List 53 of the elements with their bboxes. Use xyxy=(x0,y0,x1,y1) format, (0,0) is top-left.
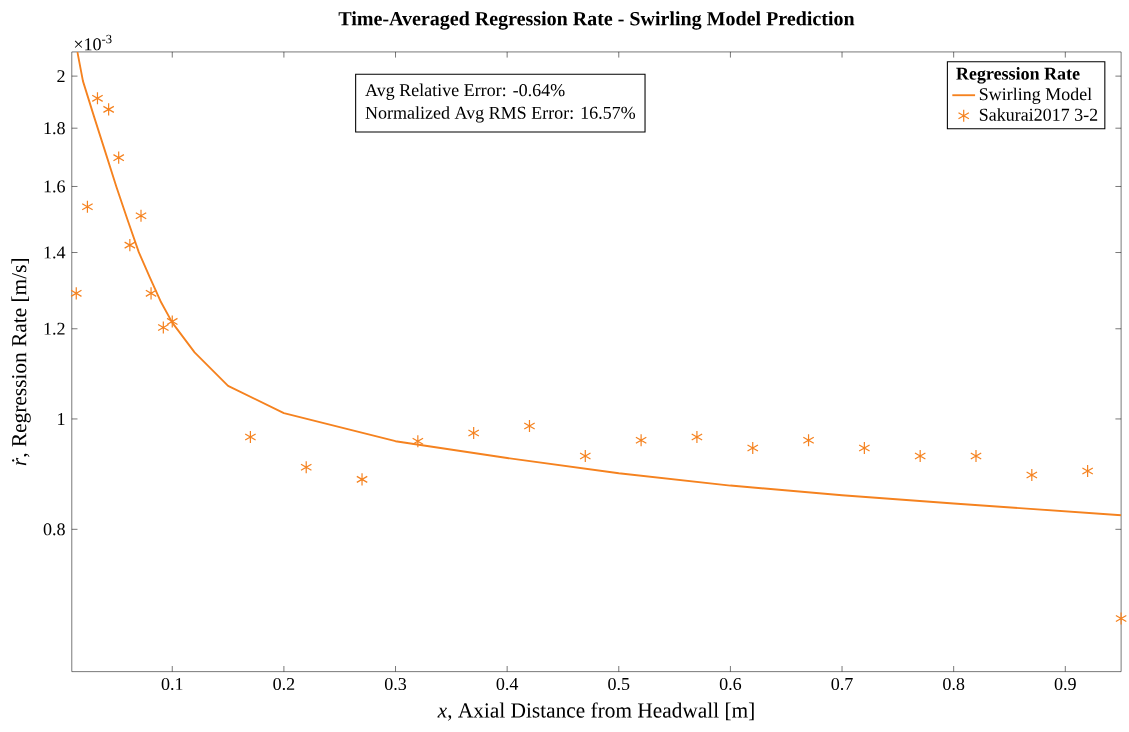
point xyxy=(1115,611,1127,626)
x-axis-title: x, Axial Distance from Headwall [m] xyxy=(437,702,754,721)
point xyxy=(70,286,83,300)
annotation: Normalized Avg RMS Error: 16.57% xyxy=(365,106,636,123)
point xyxy=(145,286,157,300)
x-tick-label: 0.6 xyxy=(719,677,742,691)
x-tick-label: 0.8 xyxy=(943,677,965,691)
x-tick-label: 0.2 xyxy=(273,677,295,691)
point xyxy=(412,434,424,448)
point xyxy=(1025,468,1038,482)
point xyxy=(579,449,592,463)
x-tick-label: 0.3 xyxy=(384,677,407,691)
point xyxy=(157,320,170,335)
legend-label: Swirling Model xyxy=(979,87,1092,104)
point xyxy=(102,102,115,116)
point xyxy=(1081,464,1094,478)
point xyxy=(135,209,147,223)
point xyxy=(91,91,104,105)
legend-title: Regression Rate xyxy=(956,67,1080,84)
point xyxy=(467,426,480,440)
annotation: Avg Relative Error: -0.64% xyxy=(365,83,565,100)
point xyxy=(970,449,982,463)
point xyxy=(523,419,536,433)
y-tick-label: 1.4 xyxy=(44,246,66,259)
point xyxy=(124,238,136,252)
point xyxy=(244,430,257,444)
y-tick-label: 2 xyxy=(57,70,65,83)
point xyxy=(81,200,94,214)
y-tick-label: 1.2 xyxy=(44,322,65,335)
legend-label: Sakurai2017 3-2 xyxy=(979,108,1098,121)
y-axis-title: ṙ, Regression Rate [m/s] xyxy=(11,259,31,466)
text: ×10$^{-3}$ xyxy=(74,34,112,51)
point xyxy=(858,441,871,455)
x-tick-label: 0.7 xyxy=(831,677,853,691)
chart-title: Time-Averaged Regression Rate - Swirling Model Prediction xyxy=(338,11,855,30)
y-tick-label: 1.6 xyxy=(44,180,65,193)
y-tick-label: 1.8 xyxy=(44,122,65,135)
x-tick-label: 0.1 xyxy=(161,677,183,691)
point xyxy=(356,472,368,486)
y-tick-label: 0.8 xyxy=(43,523,65,536)
x-tick-label: 0.4 xyxy=(496,677,519,691)
point xyxy=(635,433,647,447)
point xyxy=(802,433,815,447)
x-tick-label: 0.9 xyxy=(1054,677,1076,691)
line-series xyxy=(76,51,1122,517)
point xyxy=(112,151,125,165)
point xyxy=(914,449,926,463)
point xyxy=(300,460,313,474)
point xyxy=(166,314,179,329)
y-tick-label: 1 xyxy=(58,412,65,425)
point xyxy=(691,430,703,444)
point xyxy=(746,441,759,455)
x-tick-label: 0.5 xyxy=(608,677,630,691)
